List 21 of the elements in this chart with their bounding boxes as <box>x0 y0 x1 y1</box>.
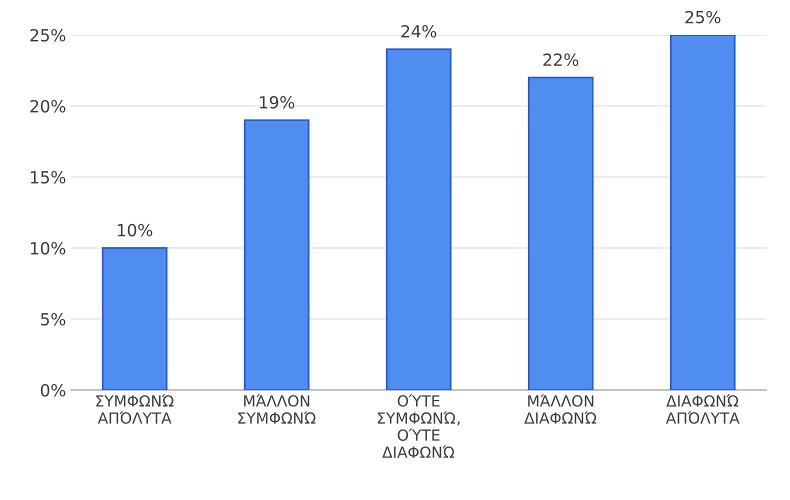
y-tick-label: 20% <box>30 100 66 113</box>
data-label: 10% <box>118 224 152 236</box>
data-label: 25% <box>685 10 720 24</box>
data-label: 22% <box>543 53 578 66</box>
data-label: 24% <box>401 25 436 38</box>
bar <box>244 119 310 390</box>
bar <box>670 35 736 390</box>
data-label: 19% <box>260 96 294 109</box>
bar <box>102 247 168 390</box>
y-tick-label: 0% <box>40 384 66 397</box>
y-tick-label: 5% <box>41 312 66 326</box>
x-tick-label: ΟΎΤΕ ΣΥΜΦΩΝΏ, ΟΎΤΕ ΔΙΑΦΩΝΏ <box>378 394 460 458</box>
x-tick-label: ΜΆΛΛΟΝ ΣΥΜΦΩΝΏ <box>238 394 316 424</box>
bar <box>528 76 594 390</box>
y-tick-label: 10% <box>31 242 66 255</box>
x-tick-label: ΜΆΛΛΟΝ ΔΙΑΦΩΝΏ <box>524 394 596 424</box>
x-tick-label: ΣΥΜΦΩΝΏ ΑΠΌΛΥΤΑ <box>96 394 174 424</box>
y-tick-label: 15% <box>31 170 66 184</box>
x-tick-label: ΔΙΑΦΩΝΏ ΑΠΌΛΥΤΑ <box>666 394 740 424</box>
bar <box>386 48 452 390</box>
y-tick-label: 25% <box>30 28 66 42</box>
